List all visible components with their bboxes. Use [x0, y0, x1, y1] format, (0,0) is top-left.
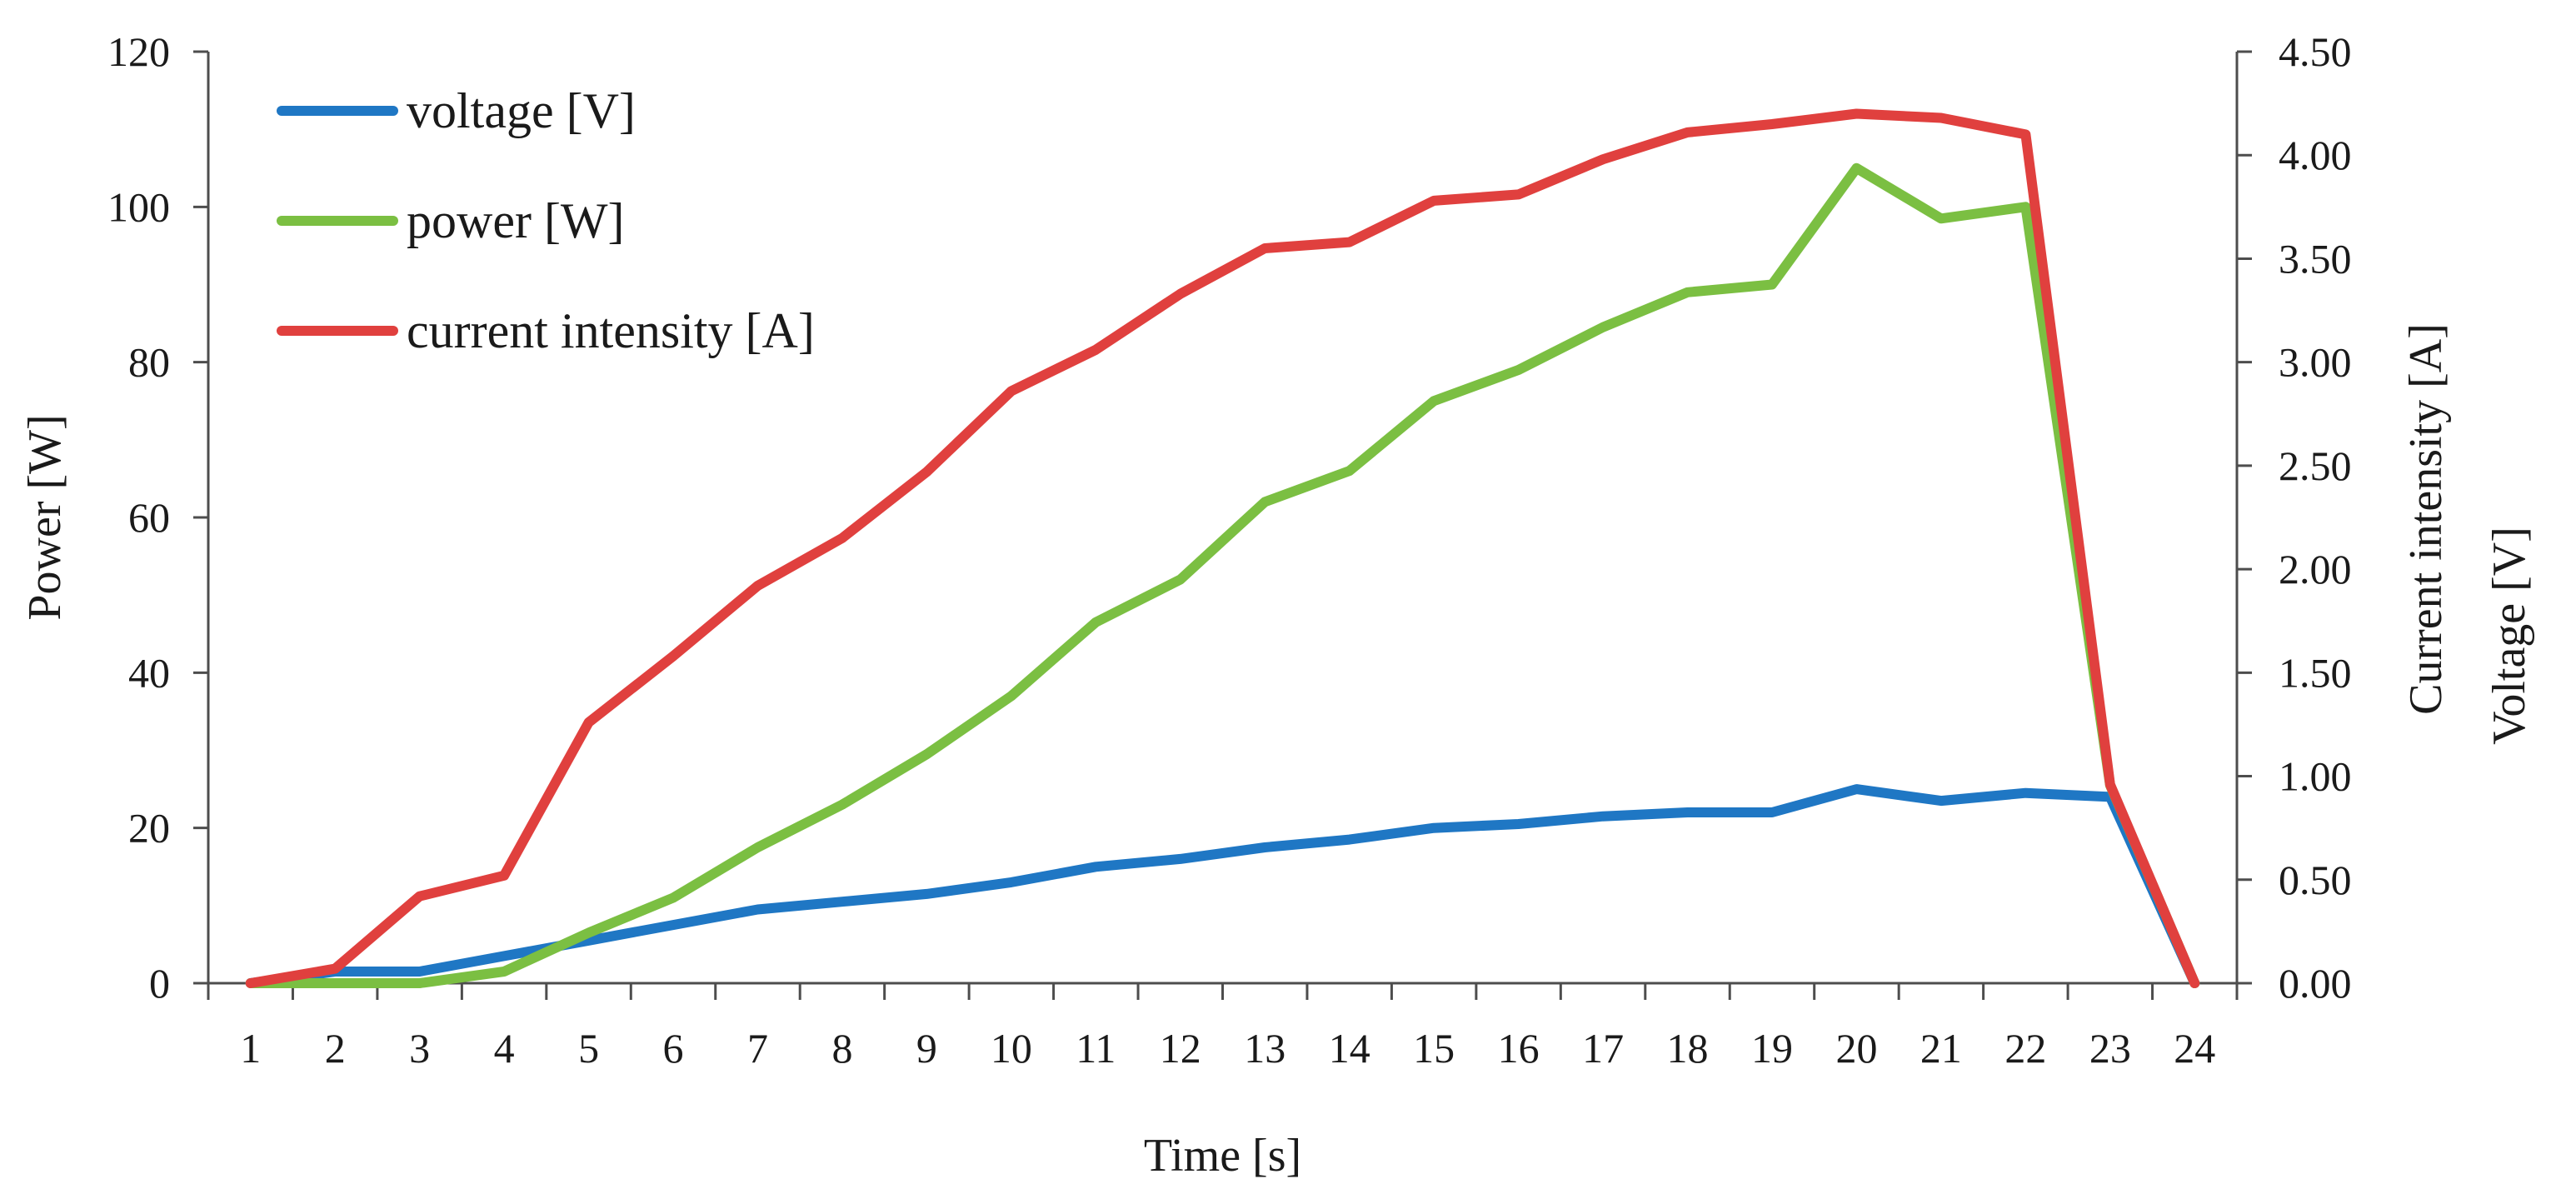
- x-tick-label: 10: [991, 1025, 1032, 1072]
- y-right-tick-label: 2.00: [2279, 546, 2352, 592]
- x-tick-label: 5: [578, 1025, 599, 1072]
- x-tick-label: 22: [2004, 1025, 2046, 1072]
- legend-label: voltage [V]: [407, 83, 636, 138]
- series-lines: [245, 108, 2200, 988]
- x-tick-label: 15: [1413, 1025, 1455, 1072]
- x-tick-label: 4: [494, 1025, 515, 1072]
- y-left-tick-label: 60: [128, 494, 170, 541]
- x-tick-label: 1: [240, 1025, 261, 1072]
- x-tick-label: 20: [1835, 1025, 1877, 1072]
- x-tick-label: 19: [1751, 1025, 1793, 1072]
- y-left-tick-label: 80: [128, 339, 170, 386]
- x-tick-label: 11: [1076, 1025, 1116, 1072]
- x-tick-label: 6: [663, 1025, 684, 1072]
- legend-label: power [W]: [407, 193, 625, 248]
- y-right-tick-label: 0.50: [2279, 857, 2352, 903]
- y-axis-right-title-current: Current intensity [A]: [2400, 323, 2452, 715]
- x-tick-label: 3: [409, 1025, 430, 1072]
- x-tick-label: 12: [1160, 1025, 1201, 1072]
- x-tick-label: 24: [2174, 1025, 2215, 1072]
- x-tick-label: 17: [1582, 1025, 1624, 1072]
- x-tick-label: 2: [325, 1025, 346, 1072]
- x-tick-label: 21: [1920, 1025, 1962, 1072]
- y-axis-left-title: Power [W]: [19, 414, 71, 620]
- x-tick-label: 9: [916, 1025, 937, 1072]
- x-tick-label: 13: [1244, 1025, 1286, 1072]
- x-axis-title: Time [s]: [1144, 1130, 1301, 1182]
- legend-label: current intensity [A]: [407, 303, 815, 358]
- y-left-tick-label: 20: [128, 805, 170, 852]
- y-left-tick-label: 0: [149, 960, 170, 1007]
- x-tick-label: 18: [1667, 1025, 1709, 1072]
- x-tick-label: 8: [831, 1025, 852, 1072]
- y-right-tick-label: 1.50: [2279, 649, 2352, 696]
- y-right-tick-label: 2.50: [2279, 442, 2352, 489]
- y-left-tick-label: 120: [107, 28, 170, 75]
- y-left-tick-label: 100: [107, 183, 170, 230]
- series-line: [245, 162, 2200, 988]
- x-tick-label: 7: [747, 1025, 768, 1072]
- y-right-tick-label: 0.00: [2279, 960, 2352, 1007]
- x-tick-label: 16: [1498, 1025, 1540, 1072]
- legend: voltage [V] power [W] current intensity [A…: [277, 83, 815, 358]
- x-tick-label: 23: [2089, 1025, 2131, 1072]
- y-axis-right-title-voltage: Voltage [V]: [2484, 527, 2535, 745]
- x-tick-label: 14: [1329, 1025, 1370, 1072]
- series-line: [245, 108, 2200, 988]
- y-left-tick-label: 40: [128, 649, 170, 696]
- y-right-tick-label: 1.00: [2279, 753, 2352, 800]
- y-right-tick-label: 3.50: [2279, 235, 2352, 282]
- y-right-tick-label: 3.00: [2279, 339, 2352, 386]
- axes: 0204060801001200.000.501.001.502.002.503…: [107, 28, 2352, 1072]
- y-right-tick-label: 4.50: [2279, 28, 2352, 75]
- y-right-tick-label: 4.00: [2279, 132, 2352, 178]
